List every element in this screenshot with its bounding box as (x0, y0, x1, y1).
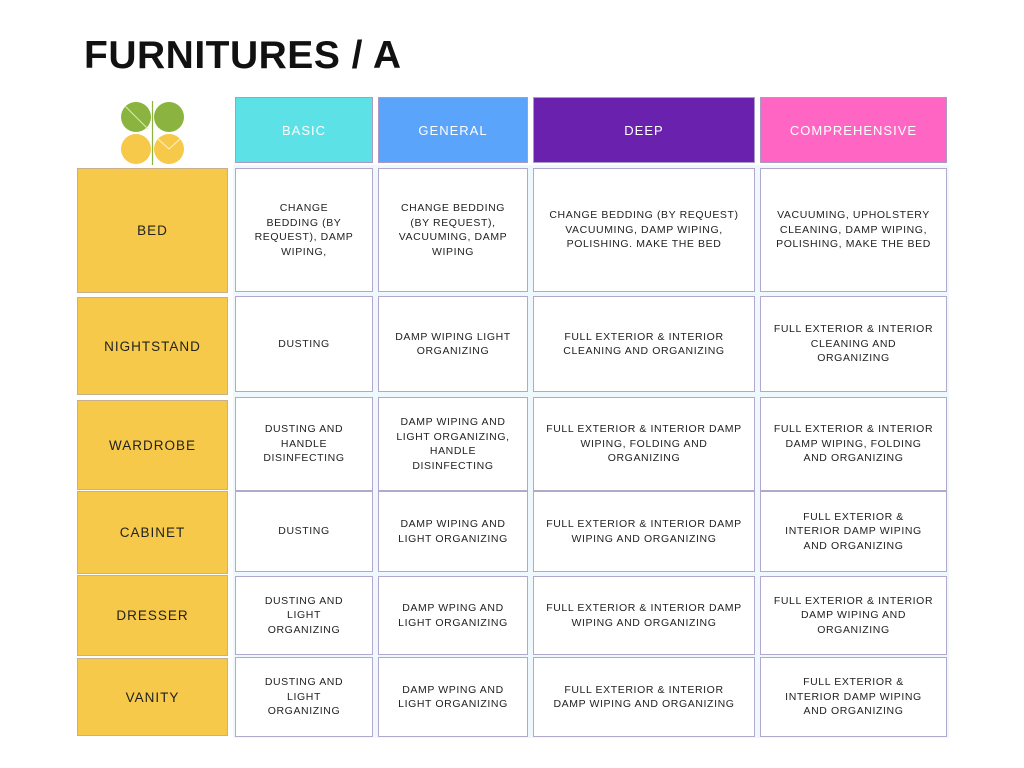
table-cell: FULL EXTERIOR & INTERIOR DAMP WIPING AND… (533, 576, 755, 655)
table-cell: DAMP WIPING LIGHT ORGANIZING (378, 296, 528, 392)
column-header-deep: DEEP (533, 97, 755, 163)
table-cell: CHANGE BEDDING (BY REQUEST), VACUUMING, … (378, 168, 528, 292)
table-cell: CHANGE BEDDING (BY REQUEST) VACUUMING, D… (533, 168, 755, 292)
table-cell: DUSTING AND LIGHT ORGANIZING (235, 657, 373, 737)
table-cell: FULL EXTERIOR & INTERIOR CLEANING AND OR… (533, 296, 755, 392)
table-cell: FULL EXTERIOR & INTERIOR DAMP WIPING AND… (533, 657, 755, 737)
table-cell: DAMP WIPING AND LIGHT ORGANIZING, HANDLE… (378, 397, 528, 491)
table-cell: FULL EXTERIOR & INTERIOR DAMP WIPING, FO… (760, 397, 947, 491)
table-cell: DUSTING (235, 491, 373, 572)
table-cell: CHANGE BEDDING (BY REQUEST), DAMP WIPING… (235, 168, 373, 292)
row-label-dresser: DRESSER (77, 575, 228, 656)
four-leaf-clover-logo (121, 101, 184, 165)
table-cell: FULL EXTERIOR & INTERIOR DAMP WIPING AND… (760, 491, 947, 572)
table-cell: DUSTING (235, 296, 373, 392)
table-cell: VACUUMING, UPHOLSTERY CLEANING, DAMP WIP… (760, 168, 947, 292)
row-label-bed: BED (77, 168, 228, 293)
table-cell: FULL EXTERIOR & INTERIOR DAMP WIPING AND… (533, 491, 755, 572)
page-title: FURNITURES / A (84, 34, 402, 77)
column-header-comprehensive: COMPREHENSIVE (760, 97, 947, 163)
table-cell: FULL EXTERIOR & INTERIOR DAMP WIPING, FO… (533, 397, 755, 491)
table-cell: DUSTING AND LIGHT ORGANIZING (235, 576, 373, 655)
row-label-cabinet: CABINET (77, 491, 228, 574)
table-cell: FULL EXTERIOR & INTERIOR CLEANING AND OR… (760, 296, 947, 392)
column-header-basic: BASIC (235, 97, 373, 163)
table-cell: DAMP WIPING AND LIGHT ORGANIZING (378, 491, 528, 572)
table-cell: DAMP WPING AND LIGHT ORGANIZING (378, 657, 528, 737)
row-label-vanity: VANITY (77, 658, 228, 736)
column-header-general: GENERAL (378, 97, 528, 163)
table-cell: DUSTING AND HANDLE DISINFECTING (235, 397, 373, 491)
row-label-nightstand: NIGHTSTAND (77, 297, 228, 395)
table-cell: DAMP WPING AND LIGHT ORGANIZING (378, 576, 528, 655)
table-cell: FULL EXTERIOR & INTERIOR DAMP WIPING AND… (760, 576, 947, 655)
table-cell: FULL EXTERIOR & INTERIOR DAMP WIPING AND… (760, 657, 947, 737)
row-label-wardrobe: WARDROBE (77, 400, 228, 490)
